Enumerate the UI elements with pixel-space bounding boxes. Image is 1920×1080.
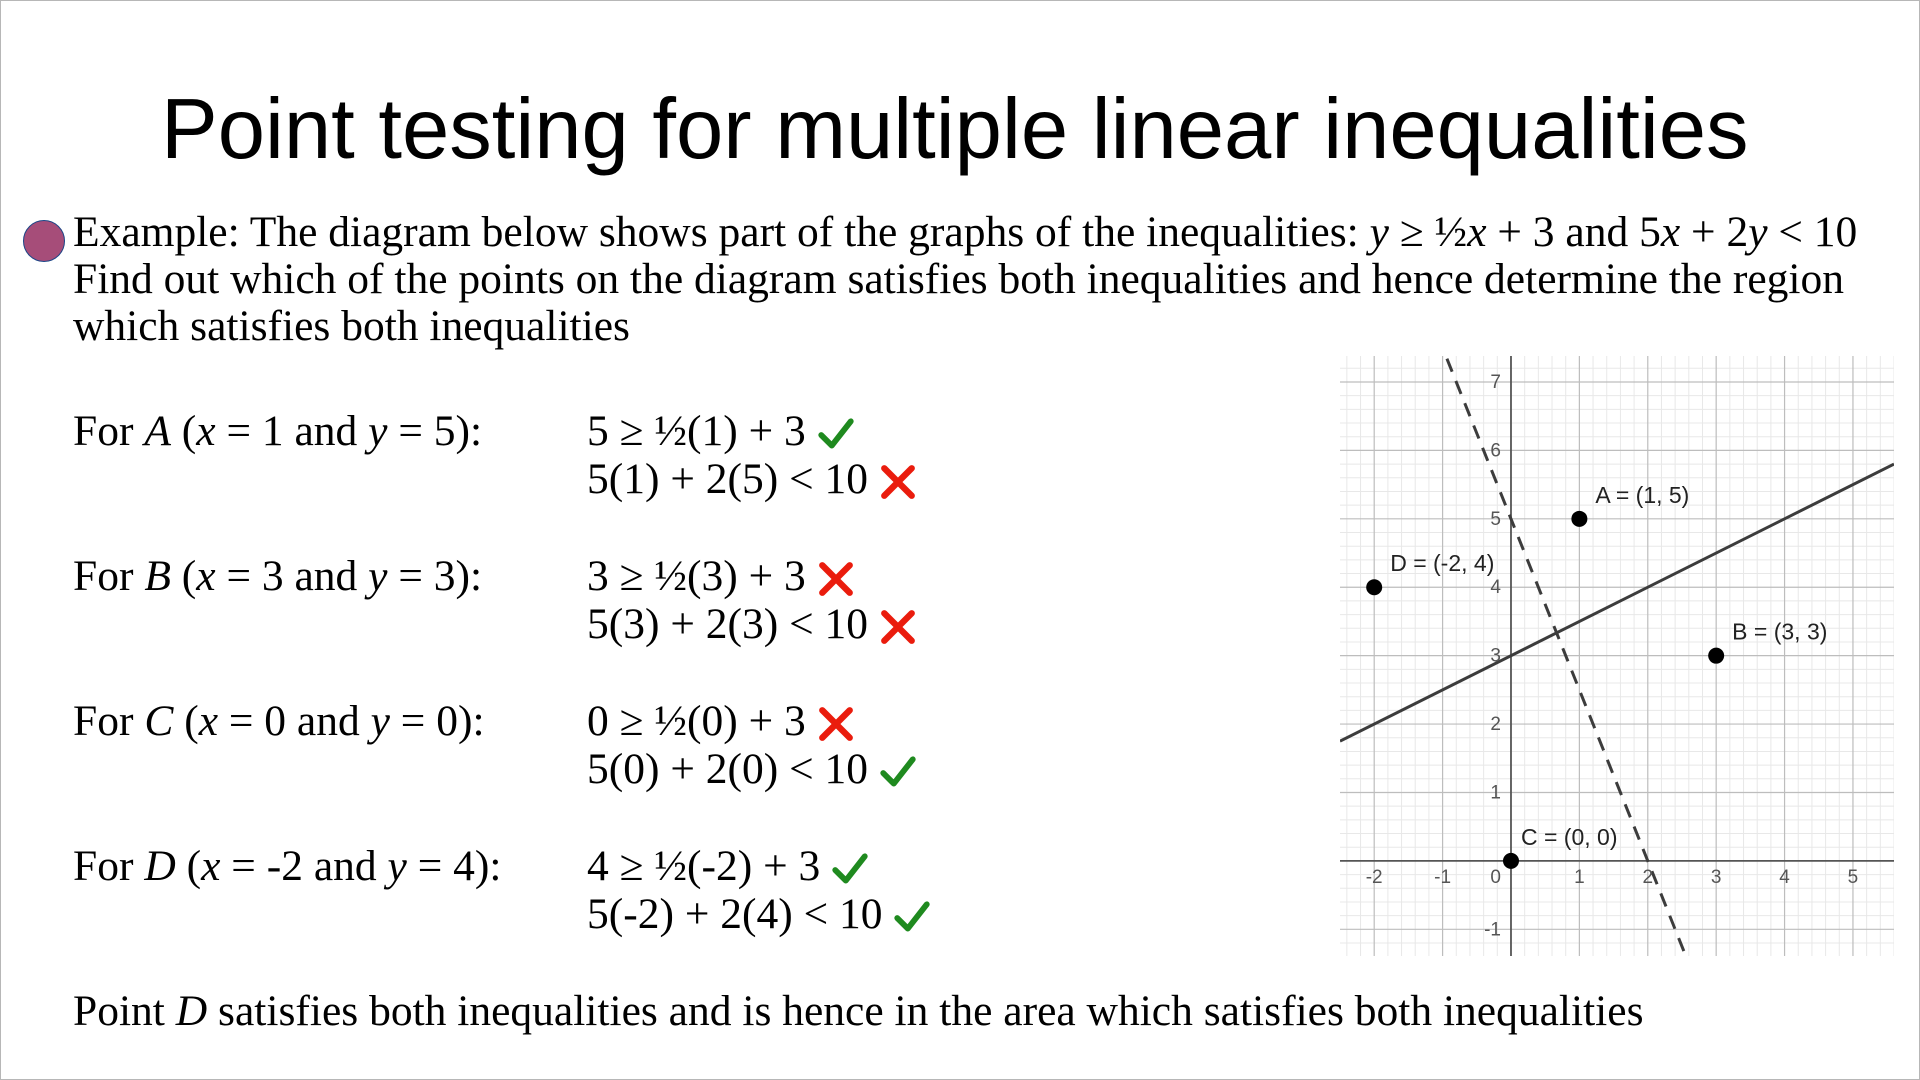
svg-text:B = (3, 3): B = (3, 3) xyxy=(1732,619,1827,645)
svg-text:A = (1, 5): A = (1, 5) xyxy=(1595,482,1689,508)
svg-text:5: 5 xyxy=(1848,867,1859,888)
svg-text:2: 2 xyxy=(1490,714,1501,735)
svg-text:-2: -2 xyxy=(1366,867,1383,888)
svg-text:4: 4 xyxy=(1490,577,1501,598)
svg-text:6: 6 xyxy=(1490,440,1501,461)
svg-text:5: 5 xyxy=(1490,509,1501,530)
svg-text:-1: -1 xyxy=(1484,919,1501,940)
svg-text:D = (-2, 4): D = (-2, 4) xyxy=(1390,550,1494,576)
svg-text:-1: -1 xyxy=(1434,867,1451,888)
svg-text:7: 7 xyxy=(1490,372,1501,393)
svg-text:1: 1 xyxy=(1574,867,1585,888)
svg-text:3: 3 xyxy=(1490,646,1501,667)
svg-text:4: 4 xyxy=(1779,867,1790,888)
svg-text:0: 0 xyxy=(1490,867,1501,888)
svg-text:2: 2 xyxy=(1642,867,1653,888)
svg-text:1: 1 xyxy=(1490,782,1501,803)
svg-text:C = (0, 0): C = (0, 0) xyxy=(1521,824,1618,850)
svg-text:3: 3 xyxy=(1711,867,1722,888)
